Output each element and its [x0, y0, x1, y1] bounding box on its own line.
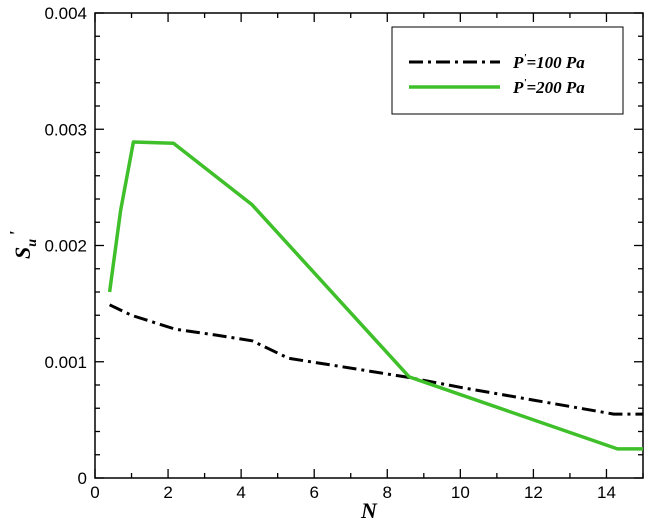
- y-tick-label: 0.002: [44, 237, 87, 256]
- x-tick-label: 6: [309, 483, 318, 502]
- x-tick-label: 0: [90, 483, 99, 502]
- x-tick-label: 2: [163, 483, 172, 502]
- series-layer: [107, 140, 643, 451]
- series-line-p200: [107, 140, 643, 451]
- y-axis-title-sub: u: [25, 239, 40, 247]
- legend: P'=100 Pa P'=200 Pa: [391, 26, 624, 115]
- x-axis-title: N: [360, 498, 378, 523]
- x-tick-label: 14: [597, 483, 616, 502]
- x-tick-label: 8: [383, 483, 392, 502]
- y-tick-label: 0.004: [44, 4, 87, 23]
- y-tick-label: 0.001: [44, 353, 87, 372]
- x-tick-labels: 0 2 4 6 8 10 12 14: [90, 483, 616, 502]
- y-axis-title: Su ': [6, 231, 40, 259]
- y-tick-label: 0: [78, 469, 87, 488]
- svg-text:Su': Su ': [6, 231, 40, 259]
- axis-ticks: [94, 12, 644, 479]
- legend-label-p100: P'=100 Pa: [512, 52, 585, 72]
- x-tick-label: 10: [451, 483, 470, 502]
- x-tick-label: 4: [236, 483, 245, 502]
- y-tick-label: 0.003: [44, 120, 87, 139]
- legend-label-p200: P'=200 Pa: [512, 77, 585, 97]
- x-tick-label: 12: [524, 483, 543, 502]
- y-axis-title-prime: ': [6, 231, 26, 236]
- y-tick-labels: 0 0.001 0.002 0.003 0.004: [44, 4, 87, 488]
- y-axis-title-main: S: [10, 247, 35, 259]
- series-line-p100: [108, 303, 643, 416]
- legend-box: [391, 26, 624, 115]
